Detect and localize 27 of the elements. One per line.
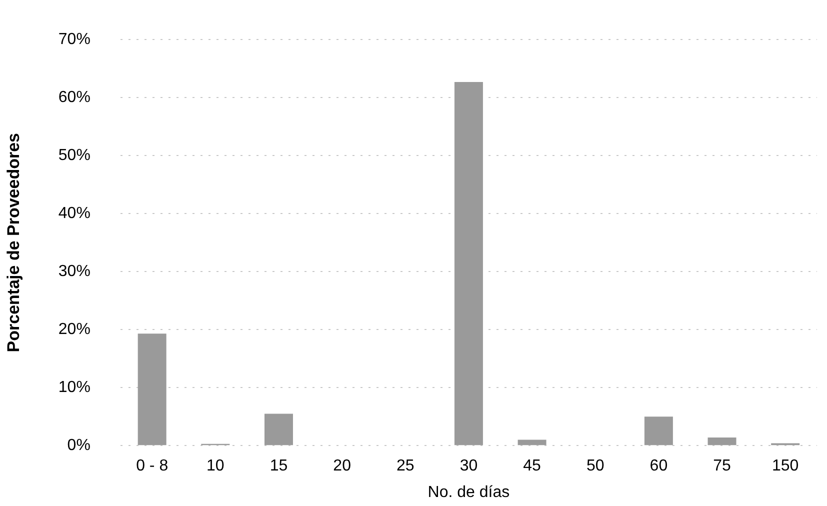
x-tick-label: 20 (333, 458, 352, 475)
x-tick-label: 25 (396, 458, 414, 475)
y-tick-label: 40% (58, 205, 90, 222)
x-tick-label: 15 (270, 458, 288, 475)
bar (454, 82, 483, 446)
y-tick-label: 20% (58, 321, 90, 338)
y-tick-label: 50% (58, 147, 90, 164)
bar (138, 334, 166, 446)
bar (708, 437, 736, 446)
x-tick-label: 45 (523, 458, 542, 475)
x-tick-label: 75 (713, 458, 732, 475)
x-tick-label: 10 (206, 458, 224, 475)
y-tick-label: 70% (58, 31, 90, 48)
x-axis-title: No. de días (428, 484, 510, 501)
y-tick-label: 60% (58, 89, 90, 106)
y-tick-label: 30% (58, 263, 90, 280)
x-tick-label: 0 - 8 (136, 458, 168, 475)
x-tick-label: 30 (460, 458, 478, 475)
x-tick-label: 60 (650, 458, 668, 475)
x-tick-label: 50 (586, 458, 604, 475)
x-tick-label: 150 (772, 458, 799, 475)
y-tick-label: 0% (67, 437, 90, 454)
bar (518, 440, 546, 446)
bar (644, 416, 673, 446)
y-tick-label: 10% (58, 379, 90, 396)
bar (264, 414, 293, 446)
y-axis-title: Porcentaje de Proveedores (4, 132, 23, 352)
